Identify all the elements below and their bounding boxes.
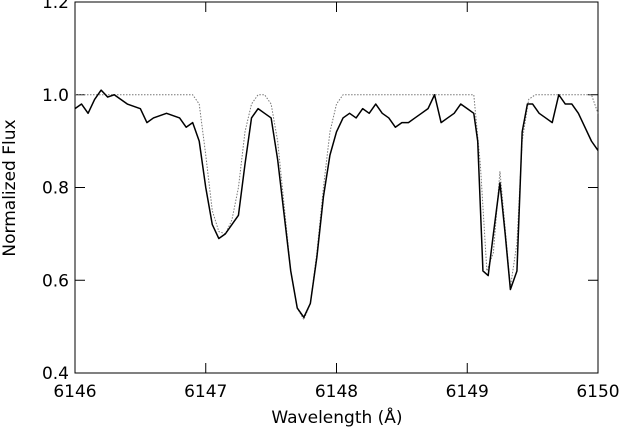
x-tick-label: 6146 (53, 382, 96, 402)
x-tick-label: 6149 (446, 382, 489, 402)
series-line (74, 89, 599, 319)
x-tick-label: 6147 (184, 382, 227, 402)
y-axis-label: Normalized Flux (0, 119, 20, 256)
y-tick-label: 0.8 (42, 179, 69, 199)
x-tick-label: 6148 (315, 382, 358, 402)
y-tick-label: 0.4 (42, 364, 69, 384)
y-tick-label: 0.6 (42, 271, 69, 291)
y-tick-label: 1.2 (42, 0, 69, 13)
x-axis-label: Wavelength (Å) (271, 406, 402, 428)
y-tick-label: 1.0 (42, 86, 69, 106)
x-tick-label: 6150 (576, 382, 619, 402)
